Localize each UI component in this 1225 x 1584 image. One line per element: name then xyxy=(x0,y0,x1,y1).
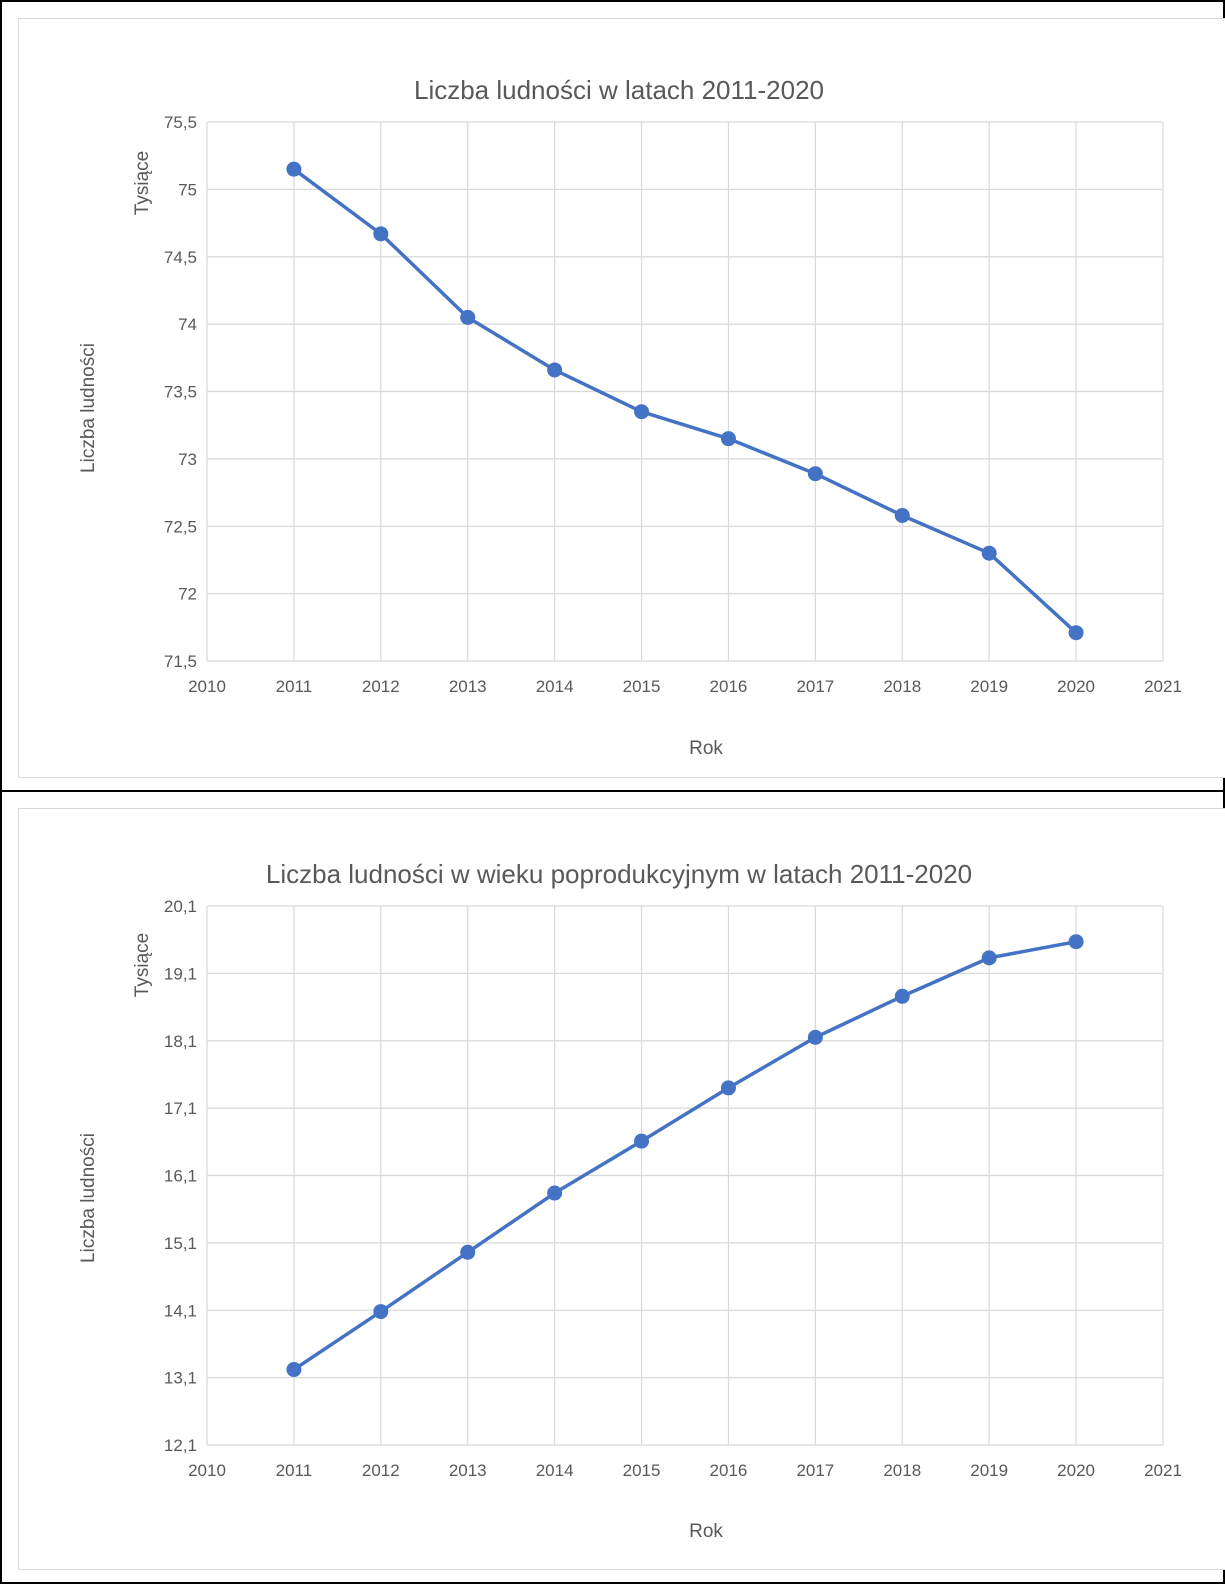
chart-1-y-tick-label: 73,5 xyxy=(164,383,197,402)
chart-2-y-unit-label: Tysiące xyxy=(132,933,153,997)
chart-1-x-tick-label: 2020 xyxy=(1057,677,1095,696)
chart-2-series xyxy=(286,934,1084,1378)
chart-1-data-point xyxy=(634,404,650,420)
chart-2-x-tick-label: 2012 xyxy=(362,1461,400,1480)
chart-2-y-tick-label: 13,1 xyxy=(164,1369,197,1388)
chart-1-y-tick-label: 73 xyxy=(178,450,197,469)
chart-1-x-tick-label: 2018 xyxy=(883,677,921,696)
chart-1-data-point xyxy=(720,431,736,447)
chart-1-y-tick-label: 71,5 xyxy=(164,652,197,671)
chart-1-y-tick-label: 72,5 xyxy=(164,517,197,536)
chart-2-y-tick-label: 18,1 xyxy=(164,1032,197,1051)
chart-1-y-tick-label: 75 xyxy=(178,180,197,199)
chart-2-labels: 12,1 13,1 14,1 15,1 16,1 17,1 18,1 19,1 20,1 2010… xyxy=(164,897,1182,1480)
chart-1-data-point xyxy=(547,362,563,378)
chart-2-y-tick-label: 16,1 xyxy=(164,1167,197,1186)
chart-2-data-point xyxy=(720,1080,736,1096)
table-cell-chart-2: 12,1 13,1 14,1 15,1 16,1 17,1 18,1 19,1 20,1 2010… xyxy=(0,790,1225,1584)
chart-1-y-axis-title: Liczba ludności xyxy=(78,343,99,473)
chart-2-data-point xyxy=(634,1133,650,1149)
chart-2: 12,1 13,1 14,1 15,1 16,1 17,1 18,1 19,1 20,1 2010… xyxy=(18,808,1225,1570)
chart-2-data-point xyxy=(1068,934,1084,950)
chart-1-x-tick-label: 2016 xyxy=(710,677,748,696)
chart-2-grid xyxy=(206,905,1164,1446)
chart-1-title: Liczba ludności w latach 2011-2020 xyxy=(414,75,824,105)
chart-2-data-point xyxy=(981,950,997,966)
chart-2-y-tick-label: 19,1 xyxy=(164,964,197,983)
chart-2-data-point xyxy=(373,1304,389,1320)
chart-1-svg: 71,5 72 72,5 73 73,5 74 74,5 75 75,5 2010 2011 2012… xyxy=(78,75,1182,759)
chart-1-x-tick-label: 2019 xyxy=(970,677,1008,696)
chart-2-x-tick-label: 2011 xyxy=(276,1461,313,1480)
chart-1-y-tick-label: 74,5 xyxy=(164,248,197,267)
chart-1-data-point xyxy=(1068,625,1084,641)
chart-2-x-tick-label: 2020 xyxy=(1057,1461,1095,1480)
chart-1-grid xyxy=(206,121,1164,662)
chart-2-data-point xyxy=(286,1362,302,1378)
chart-2-x-tick-label: 2013 xyxy=(449,1461,487,1480)
chart-1-data-point xyxy=(460,309,476,325)
chart-2-y-axis-title: Liczba ludności xyxy=(78,1133,99,1263)
chart-1-x-tick-label: 2011 xyxy=(276,677,313,696)
chart-1-x-axis-title: Rok xyxy=(689,738,723,759)
chart-2-data-point xyxy=(547,1185,563,1201)
chart-1-y-tick-label: 75,5 xyxy=(164,113,197,132)
chart-2-x-tick-label: 2019 xyxy=(970,1461,1008,1480)
chart-1-series-line xyxy=(292,167,1078,635)
chart-2-x-tick-label: 2021 xyxy=(1144,1461,1182,1480)
chart-1-x-tick-label: 2015 xyxy=(623,677,661,696)
chart-2-data-point xyxy=(460,1244,476,1260)
chart-1-y-tick-label: 74 xyxy=(178,315,197,334)
chart-1-labels: 71,5 72 72,5 73 73,5 74 74,5 75 75,5 2010 2011 2012… xyxy=(164,113,1182,696)
table-cell-chart-1: 71,5 72 72,5 73 73,5 74 74,5 75 75,5 2010 2011 2012… xyxy=(0,0,1225,792)
chart-2-data-point xyxy=(807,1029,823,1045)
chart-2-data-point xyxy=(894,988,910,1004)
chart-2-y-tick-label: 14,1 xyxy=(164,1301,197,1320)
chart-1-x-tick-label: 2013 xyxy=(449,677,487,696)
chart-2-x-tick-label: 2016 xyxy=(710,1461,748,1480)
chart-2-title: Liczba ludności w wieku poprodukcyjnym w… xyxy=(266,859,972,889)
chart-1-x-tick-label: 2014 xyxy=(536,677,574,696)
chart-2-y-tick-label: 15,1 xyxy=(164,1234,197,1253)
chart-2-x-tick-label: 2015 xyxy=(623,1461,661,1480)
chart-2-svg: 12,1 13,1 14,1 15,1 16,1 17,1 18,1 19,1 20,1 2010… xyxy=(78,859,1182,1542)
chart-2-x-tick-label: 2017 xyxy=(796,1461,834,1480)
chart-2-y-tick-label: 12,1 xyxy=(164,1436,197,1455)
chart-1-x-tick-label: 2012 xyxy=(362,677,400,696)
chart-2-x-tick-label: 2010 xyxy=(188,1461,226,1480)
chart-2-y-tick-label: 20,1 xyxy=(164,897,197,916)
chart-1-data-point xyxy=(286,161,302,177)
chart-1-x-tick-label: 2010 xyxy=(188,677,226,696)
chart-1-x-tick-label: 2017 xyxy=(796,677,834,696)
chart-1-data-point xyxy=(981,545,997,561)
chart-1-y-tick-label: 72 xyxy=(178,585,197,604)
chart-1-y-unit-label: Tysiące xyxy=(132,151,153,215)
chart-1-data-point xyxy=(894,507,910,523)
chart-1-x-tick-label: 2021 xyxy=(1144,677,1182,696)
chart-1-data-point xyxy=(373,226,389,242)
chart-2-x-tick-label: 2014 xyxy=(536,1461,574,1480)
chart-1: 71,5 72 72,5 73 73,5 74 74,5 75 75,5 2010 2011 2012… xyxy=(18,18,1225,778)
chart-2-x-axis-title: Rok xyxy=(689,1521,723,1542)
chart-2-y-tick-label: 17,1 xyxy=(164,1099,197,1118)
chart-1-data-point xyxy=(807,466,823,482)
chart-1-series xyxy=(286,161,1084,641)
chart-2-series-line xyxy=(292,939,1078,1372)
chart-2-x-tick-label: 2018 xyxy=(883,1461,921,1480)
